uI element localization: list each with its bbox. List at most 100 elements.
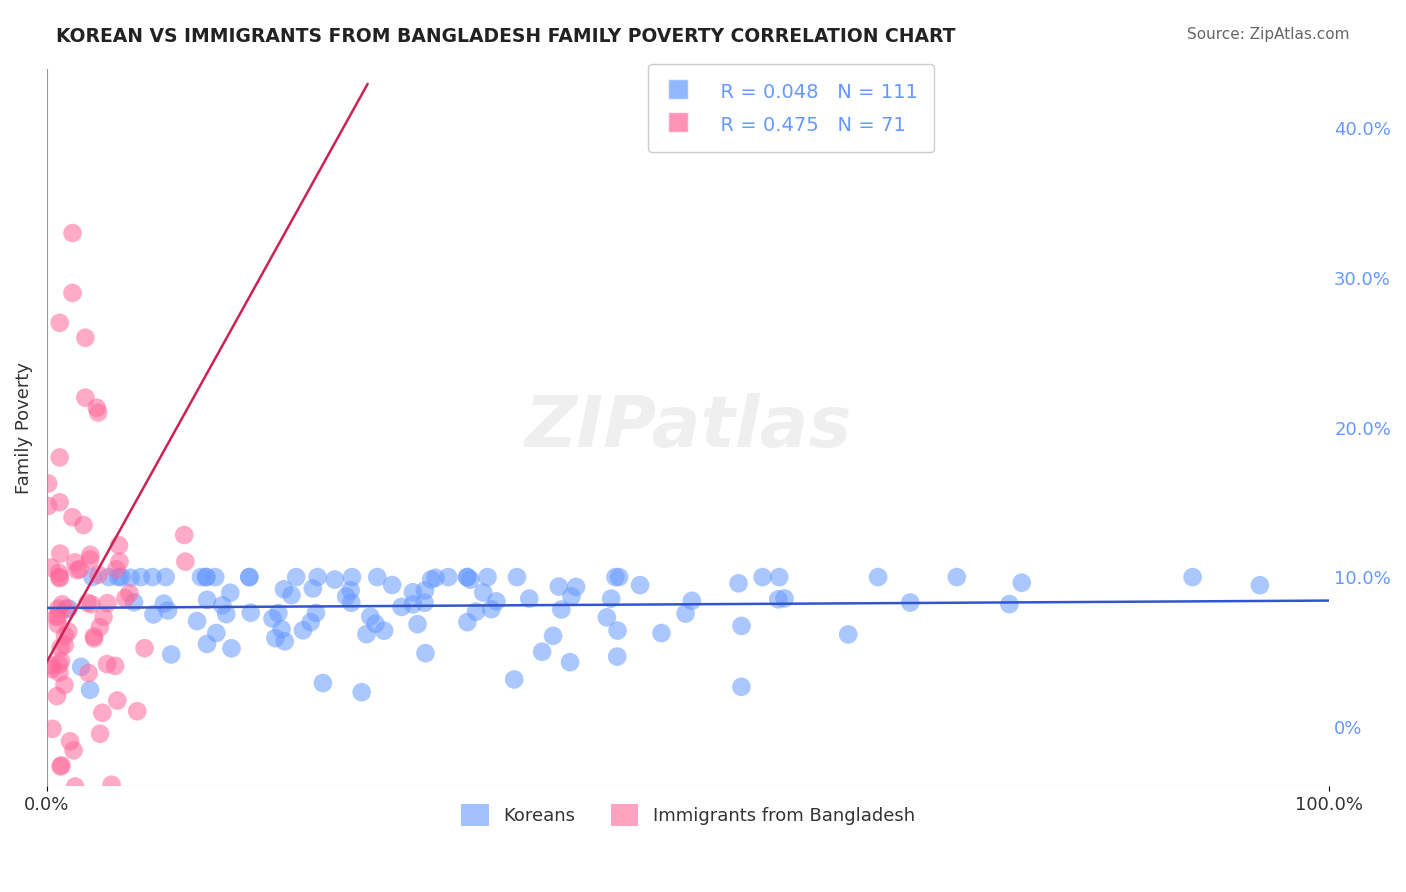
- Point: [628, 578, 651, 592]
- Point: [48, 566, 70, 580]
- Point: [596, 610, 619, 624]
- Point: [114, 591, 136, 606]
- Point: [51, 758, 73, 772]
- Point: [39, 560, 62, 574]
- Point: [558, 655, 581, 669]
- Point: [76, 596, 98, 610]
- Point: [285, 570, 308, 584]
- Text: ZIPatlas: ZIPatlas: [524, 393, 852, 462]
- Point: [221, 641, 243, 656]
- Point: [48, 570, 70, 584]
- Point: [100, 778, 122, 792]
- Point: [547, 580, 569, 594]
- Point: [1181, 570, 1204, 584]
- Point: [195, 570, 218, 584]
- Point: [605, 570, 627, 584]
- Point: [108, 555, 131, 569]
- Point: [262, 611, 284, 625]
- Point: [120, 571, 142, 585]
- Point: [751, 570, 773, 584]
- Point: [153, 597, 176, 611]
- Point: [531, 645, 554, 659]
- Point: [142, 607, 165, 622]
- Point: [91, 706, 114, 720]
- Point: [48, 316, 70, 330]
- Point: [63, 555, 86, 569]
- Point: [41, 722, 63, 736]
- Point: [238, 570, 260, 584]
- Point: [340, 596, 363, 610]
- Point: [898, 595, 921, 609]
- Point: [460, 573, 482, 587]
- Point: [62, 743, 84, 757]
- Point: [46, 617, 69, 632]
- Point: [49, 640, 72, 655]
- Point: [49, 759, 72, 773]
- Point: [481, 602, 503, 616]
- Point: [267, 606, 290, 620]
- Point: [48, 665, 70, 680]
- Point: [773, 591, 796, 606]
- Point: [335, 590, 357, 604]
- Point: [425, 571, 447, 585]
- Point: [606, 624, 628, 638]
- Point: [96, 657, 118, 671]
- Point: [768, 592, 790, 607]
- Point: [58, 624, 80, 639]
- Point: [675, 607, 697, 621]
- Point: [273, 582, 295, 597]
- Point: [49, 654, 72, 668]
- Point: [69, 562, 91, 576]
- Point: [307, 570, 329, 584]
- Point: [413, 583, 436, 598]
- Point: [465, 605, 488, 619]
- Point: [174, 555, 197, 569]
- Point: [456, 570, 478, 584]
- Point: [190, 570, 212, 584]
- Point: [1011, 575, 1033, 590]
- Point: [41, 662, 63, 676]
- Point: [205, 626, 228, 640]
- Point: [141, 570, 163, 584]
- Point: [49, 547, 72, 561]
- Point: [301, 582, 323, 596]
- Point: [62, 226, 84, 240]
- Point: [998, 597, 1021, 611]
- Point: [681, 594, 703, 608]
- Point: [87, 405, 110, 419]
- Point: [650, 626, 672, 640]
- Point: [53, 629, 76, 643]
- Point: [160, 648, 183, 662]
- Point: [46, 689, 69, 703]
- Point: [359, 609, 381, 624]
- Point: [270, 622, 292, 636]
- Point: [339, 583, 361, 598]
- Point: [215, 607, 238, 621]
- Point: [79, 548, 101, 562]
- Point: [83, 630, 105, 644]
- Point: [48, 657, 70, 672]
- Point: [195, 592, 218, 607]
- Point: [356, 627, 378, 641]
- Point: [75, 391, 97, 405]
- Point: [45, 610, 67, 624]
- Point: [86, 401, 108, 415]
- Point: [730, 680, 752, 694]
- Point: [107, 570, 129, 584]
- Point: [837, 627, 859, 641]
- Point: [93, 610, 115, 624]
- Point: [607, 570, 630, 584]
- Point: [105, 562, 128, 576]
- Point: [156, 603, 179, 617]
- Point: [63, 780, 86, 794]
- Point: [391, 599, 413, 614]
- Point: [59, 734, 82, 748]
- Point: [406, 617, 429, 632]
- Point: [291, 624, 314, 638]
- Point: [110, 570, 132, 584]
- Point: [72, 518, 94, 533]
- Point: [80, 597, 103, 611]
- Point: [402, 585, 425, 599]
- Point: [402, 598, 425, 612]
- Point: [118, 586, 141, 600]
